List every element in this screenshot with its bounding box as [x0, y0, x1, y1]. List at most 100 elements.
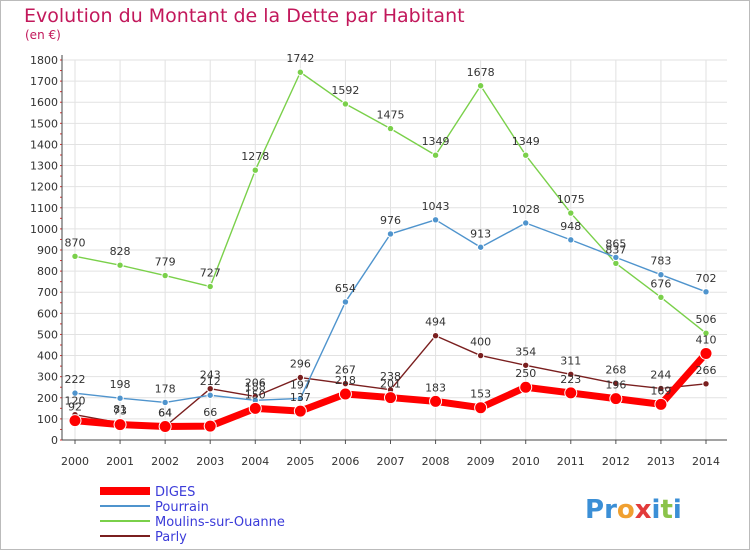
x-tick-label: 2008: [422, 455, 450, 468]
data-label: 198: [110, 378, 131, 391]
data-label: 976: [380, 214, 401, 227]
data-label: 654: [335, 282, 356, 295]
data-label: 222: [65, 373, 86, 386]
data-label: 727: [200, 267, 221, 280]
logo-letter: i: [673, 495, 682, 525]
data-label: 1278: [241, 150, 269, 163]
data-label: 150: [245, 388, 266, 401]
data-label: 296: [290, 358, 311, 371]
data-label: 196: [605, 379, 626, 392]
data-label: 223: [560, 373, 581, 386]
data-label: 183: [425, 381, 446, 394]
y-tick-label: 700: [37, 286, 58, 299]
x-tick-label: 2001: [106, 455, 134, 468]
data-labels: 120 81 64 243 206 296 267 238 494 400 354 311 268 244…: [65, 52, 717, 419]
logo-letter: i: [652, 495, 661, 525]
x-tick-label: 2013: [647, 455, 675, 468]
data-label: 506: [696, 313, 717, 326]
data-point: [296, 394, 305, 403]
data-point: [567, 370, 575, 379]
logo-letter: x: [635, 495, 652, 525]
data-label: 783: [650, 255, 671, 268]
y-tick-label: 1300: [30, 160, 58, 173]
chart-unit: (en €): [25, 28, 61, 42]
data-point: [657, 271, 665, 279]
y-tick-label: 500: [37, 328, 58, 341]
data-label: 188: [245, 380, 266, 393]
data-point: [702, 329, 710, 337]
data-point: [68, 414, 82, 428]
data-label: 1349: [422, 135, 450, 148]
x-tick-label: 2007: [377, 455, 405, 468]
data-label: 1742: [286, 52, 314, 65]
data-label: 66: [203, 406, 217, 419]
data-point: [71, 252, 79, 261]
y-tick-label: 1400: [30, 138, 58, 151]
data-point: [702, 288, 710, 296]
data-point: [519, 380, 533, 394]
data-point: [293, 404, 307, 418]
axes: [60, 55, 727, 444]
data-point: [158, 419, 172, 433]
y-tick-label: 1000: [30, 223, 58, 236]
data-point: [338, 387, 352, 401]
data-point: [657, 293, 665, 301]
data-label: 267: [335, 364, 356, 377]
data-label: 73: [113, 405, 127, 418]
data-point: [702, 380, 710, 388]
data-point: [386, 124, 395, 133]
data-point: [203, 419, 217, 433]
y-tick-label: 1700: [30, 75, 58, 88]
data-label: 92: [68, 401, 82, 414]
data-label: 837: [605, 243, 626, 256]
data-point: [522, 361, 530, 369]
data-label: 206: [245, 377, 266, 390]
y-tick-label: 1800: [30, 54, 58, 67]
data-label: 178: [155, 382, 176, 395]
data-label: 250: [515, 367, 536, 380]
data-label: 238: [380, 370, 401, 383]
data-point: [612, 253, 620, 262]
data-point: [431, 332, 440, 340]
data-point: [654, 397, 668, 411]
x-tick-label: 2012: [602, 455, 630, 468]
x-tick-label: 2002: [151, 455, 179, 468]
data-point: [476, 243, 485, 251]
data-label: 201: [380, 378, 401, 391]
data-label: 676: [650, 277, 671, 290]
data-point: [296, 373, 305, 382]
data-label: 268: [605, 363, 626, 376]
proxiti-logo: Proxiti: [585, 495, 682, 525]
data-point: [431, 151, 440, 159]
data-point: [567, 236, 575, 244]
data-point: [386, 230, 395, 238]
legend-label: Moulins-sur-Ouanne: [155, 515, 285, 530]
x-tick-label: 2011: [557, 455, 585, 468]
y-tick-label: 1500: [30, 117, 58, 130]
data-label: 779: [155, 256, 176, 269]
y-tick-label: 900: [37, 244, 58, 257]
data-label: 870: [65, 236, 86, 249]
data-label: 137: [290, 391, 311, 404]
series-group: [68, 68, 713, 433]
grid: [62, 59, 727, 441]
data-point: [474, 401, 488, 415]
data-label: 169: [650, 384, 671, 397]
logo-letter: P: [585, 495, 604, 525]
data-label: 81: [113, 403, 127, 416]
data-point: [609, 392, 623, 406]
data-label: 1475: [377, 109, 405, 122]
data-point: [431, 216, 440, 224]
x-tick-label: 2003: [196, 455, 224, 468]
data-point: [116, 261, 124, 269]
data-label: 244: [650, 368, 671, 381]
logo-letter: o: [617, 495, 635, 525]
y-tick-label: 400: [37, 350, 58, 363]
data-point: [71, 389, 79, 397]
data-label: 311: [560, 354, 581, 367]
data-point: [384, 391, 397, 405]
y-tick-label: 1200: [30, 181, 58, 194]
y-tick-label: 300: [37, 371, 58, 384]
data-point: [699, 346, 713, 360]
